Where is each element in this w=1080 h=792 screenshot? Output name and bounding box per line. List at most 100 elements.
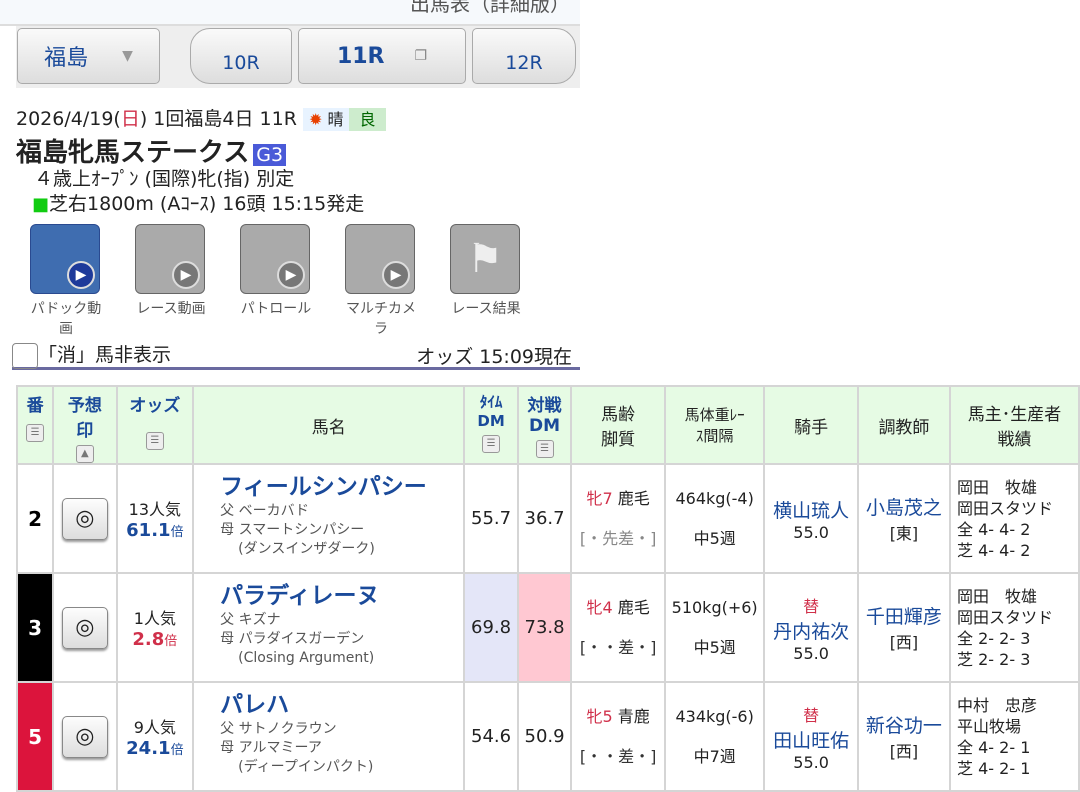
horse-number: 3: [15, 572, 55, 683]
race-course: ■芝右1800m (Aｺｰｽ) 16頭 15:15発走: [32, 193, 365, 215]
sort-icon: ☰: [482, 435, 501, 453]
weather-badge: ✹ 晴: [302, 108, 350, 131]
weight-cell: 434kg(-6) 中7週: [663, 681, 766, 792]
col-time-dm[interactable]: ﾀｲﾑDM ☰: [463, 385, 519, 465]
jockey-change: 替: [803, 596, 820, 616]
race-video-button[interactable]: ▶ レース動画: [135, 224, 207, 338]
popularity: 1人気: [133, 609, 176, 628]
trainer-cell: 新谷功一 [西]: [856, 681, 952, 792]
window-icon: ❐: [414, 48, 428, 64]
horse-number: 5: [15, 681, 55, 792]
age-cell: 牝4 鹿毛 [・・差・]: [570, 572, 666, 683]
next-race-button[interactable]: 12R: [472, 28, 576, 84]
hide-scratched-label[interactable]: 「消」馬非表示: [38, 344, 172, 366]
dam: 母 スマートシンパシー: [220, 522, 365, 538]
top-bar: 出馬表（詳細版）: [0, 0, 580, 26]
venue-select[interactable]: 福島 ▼: [17, 28, 160, 84]
vs-dm: 73.8: [516, 572, 573, 683]
race-result-button[interactable]: ⚑ レース結果: [450, 224, 522, 338]
damsire: (ダンスインザダーク): [238, 541, 375, 557]
checkered-flag-icon: ⚑: [450, 224, 520, 294]
damsire: (Closing Argument): [238, 650, 375, 666]
entries-table: 番 ☰ 予想印 ▲ オッズ ☰ 馬名 ﾀｲﾑDM ☰ 対戦DM ☰ 馬齢脚質 馬体重ﾚｰｽ…: [15, 385, 1080, 792]
sort-icon: ☰: [535, 440, 554, 458]
mark-cell: ◎: [52, 572, 118, 683]
paddock-video-button[interactable]: ▶ パドック動画: [30, 224, 102, 338]
race-name: 福島牝馬ステークス G3: [16, 132, 287, 169]
dam: 母 アルマミーア: [220, 740, 322, 756]
col-owner: 馬主･生産者戦績: [949, 385, 1080, 465]
col-vs-dm[interactable]: 対戦DM ☰: [516, 385, 573, 465]
trainer-cell: 小島茂之 [東]: [856, 463, 952, 574]
horse-number: 2: [15, 463, 55, 574]
prediction-mark-button[interactable]: ◎: [61, 497, 108, 540]
next-race-label: 12R: [505, 52, 543, 74]
horse-name-link[interactable]: パレハ: [220, 692, 290, 718]
odds-cell: 1人気 2.8倍: [115, 572, 195, 683]
patrol-video-button[interactable]: ▶ パトロール: [240, 224, 312, 338]
damsire: (ディープインパクト): [238, 759, 374, 775]
jockey-link[interactable]: 横山琉人: [773, 499, 850, 522]
venue-label: 福島: [44, 46, 89, 71]
jockey-link[interactable]: 田山旺佑: [773, 729, 850, 752]
chevron-down-icon: ▼: [122, 48, 133, 64]
age-cell: 牝5 青鹿 [・・差・]: [570, 681, 666, 792]
col-age: 馬齢脚質: [570, 385, 666, 465]
filter-bar: 「消」馬非表示 オッズ 15:09現在: [12, 340, 580, 370]
sire: 父 ベーカバド: [220, 503, 310, 519]
col-num[interactable]: 番 ☰: [15, 385, 55, 465]
col-jockey: 騎手: [763, 385, 859, 465]
table-row: 3 ◎ 1人気 2.8倍 パラディレーヌ父 キズナ母 パラダイスガーデン (Clos…: [15, 572, 1080, 683]
multi-camera-icon: ▶: [345, 224, 415, 294]
mark-cell: ◎: [52, 463, 118, 574]
track-condition-badge: 良: [349, 108, 386, 131]
col-trainer: 調教師: [856, 385, 952, 465]
jockey-cell: 替田山旺佑 55.0: [763, 681, 859, 792]
prev-race-button[interactable]: 10R: [190, 28, 292, 84]
col-odds[interactable]: オッズ ☰: [115, 385, 195, 465]
race-horse-icon: ▶: [135, 224, 205, 294]
jockey-cell: 替丹内祐次 55.0: [763, 572, 859, 683]
col-weight: 馬体重ﾚｰｽ間隔: [663, 385, 766, 465]
trainer-link[interactable]: 小島茂之: [865, 497, 942, 519]
horse-name-link[interactable]: フィールシンパシー: [220, 474, 427, 500]
vs-dm: 36.7: [516, 463, 573, 574]
jockey-change: 替: [803, 705, 820, 725]
jockey-cell: 横山琉人 55.0: [763, 463, 859, 574]
odds-value: 2.8: [132, 629, 165, 650]
trainer-link[interactable]: 千田輝彦: [865, 606, 942, 628]
odds-value: 24.1: [126, 738, 171, 759]
hide-scratched-checkbox[interactable]: [12, 342, 38, 369]
table-row: 2 ◎ 13人気 61.1倍 フィールシンパシー父 ベーカバド母 スマートシンパシ…: [15, 463, 1080, 574]
prediction-mark-button[interactable]: ◎: [61, 606, 108, 649]
dam: 母 パラダイスガーデン: [220, 631, 365, 647]
horse-name-cell: パラディレーヌ父 キズナ母 パラダイスガーデン (Closing Argument…: [192, 572, 466, 683]
horse-name-link[interactable]: パラディレーヌ: [220, 583, 380, 609]
multi-camera-button[interactable]: ▶ マルチカメラ: [345, 224, 417, 338]
vs-dm: 50.9: [516, 681, 573, 792]
time-dm: 55.7: [463, 463, 519, 574]
page-title-link[interactable]: 出馬表（詳細版）: [410, 0, 570, 16]
table-row: 5 ◎ 9人気 24.1倍 パレハ父 サトノクラウン母 アルマミーア (ディープイン…: [15, 681, 1080, 792]
weight-cell: 510kg(+6) 中5週: [663, 572, 766, 683]
horse-name-cell: フィールシンパシー父 ベーカバド母 スマートシンパシー (ダンスインザダーク): [192, 463, 466, 574]
col-name: 馬名: [192, 385, 466, 465]
sire: 父 サトノクラウン: [220, 721, 337, 737]
current-race-button[interactable]: 11R ❐: [298, 28, 466, 84]
prediction-mark-button[interactable]: ◎: [61, 715, 108, 758]
race-date-line: 2026/4/19(日) 1回福島4日 11R ✹ 晴良: [16, 104, 386, 131]
trainer-link[interactable]: 新谷功一: [865, 715, 942, 737]
time-dm: 69.8: [463, 572, 519, 683]
odds-time: オッズ 15:09現在: [416, 346, 572, 368]
tower-icon: ▶: [240, 224, 310, 294]
popularity: 13人気: [128, 500, 182, 519]
col-mark[interactable]: 予想印 ▲: [52, 385, 118, 465]
weight-cell: 464kg(-4) 中5週: [663, 463, 766, 574]
paddock-icon: ▶: [30, 224, 100, 294]
turf-square-icon: ■: [32, 194, 50, 215]
table-header: 番 ☰ 予想印 ▲ オッズ ☰ 馬名 ﾀｲﾑDM ☰ 対戦DM ☰ 馬齢脚質 馬体重ﾚｰｽ…: [15, 385, 1080, 465]
jockey-link[interactable]: 丹内祐次: [773, 620, 850, 643]
